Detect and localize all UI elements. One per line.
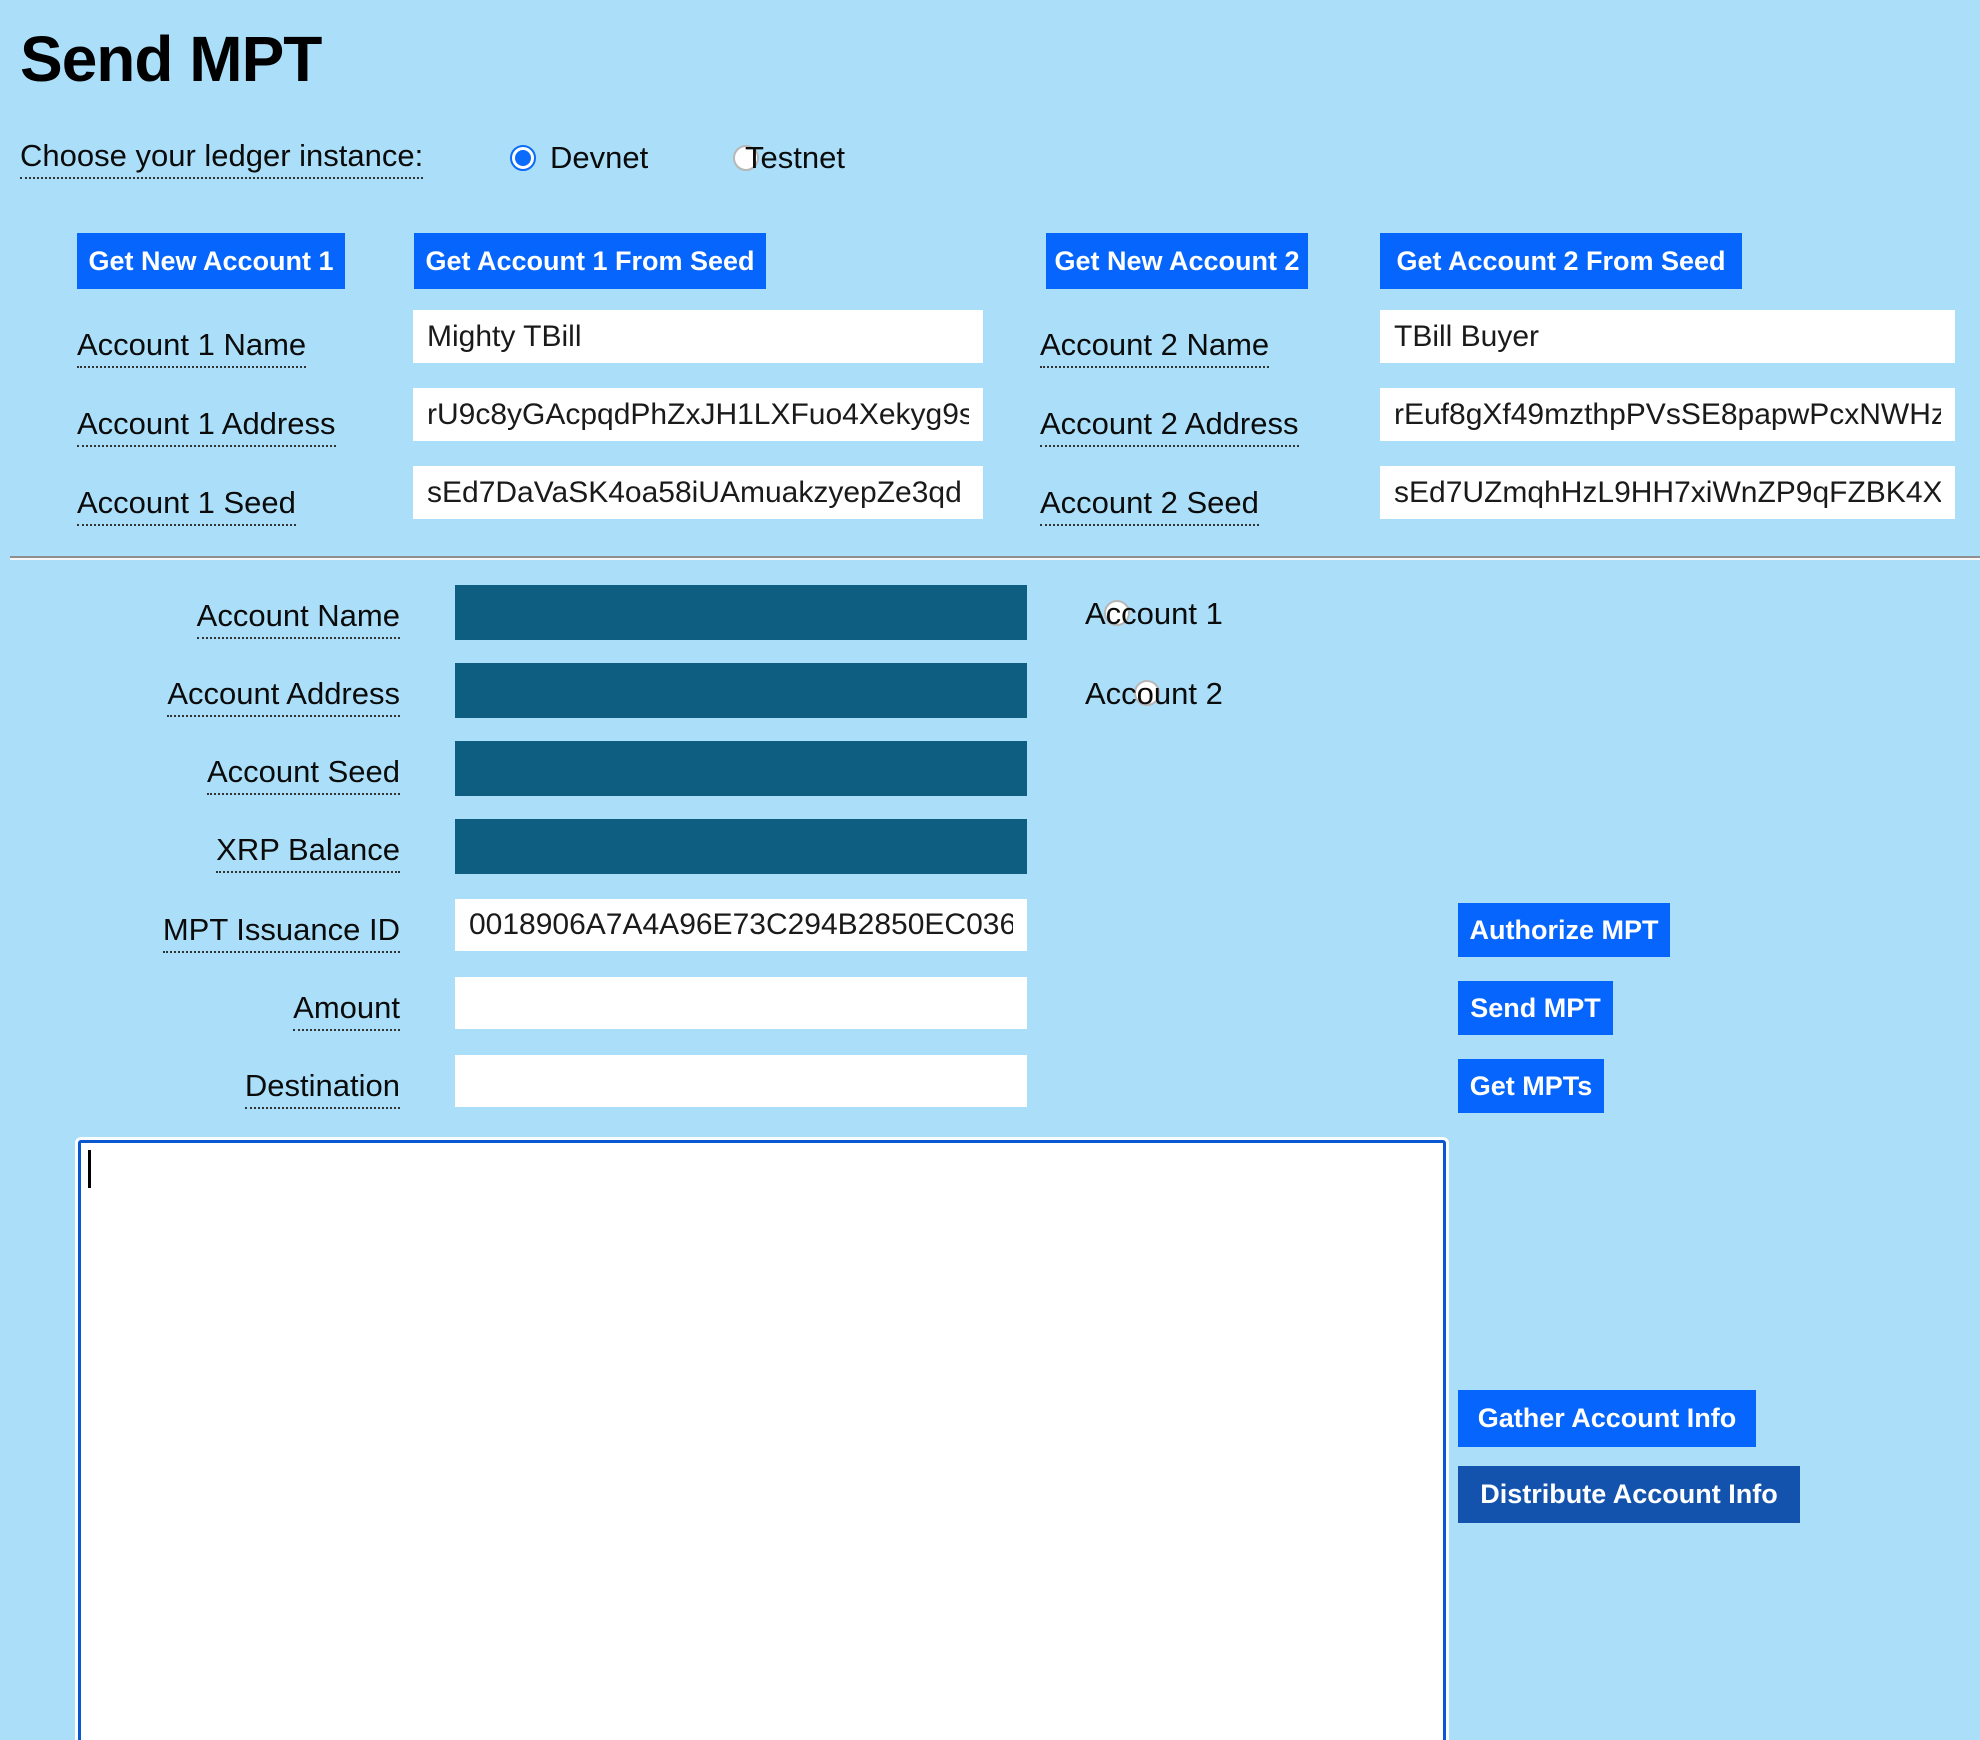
gather-account-info-button[interactable]: Gather Account Info xyxy=(1458,1390,1756,1447)
account2-seed-input[interactable] xyxy=(1380,466,1955,519)
account2-name-input[interactable] xyxy=(1380,310,1955,363)
devnet-radio[interactable] xyxy=(510,145,536,171)
account2-select-radio-label[interactable]: Account 2 xyxy=(1085,676,1223,711)
amount-label: Amount xyxy=(293,990,400,1031)
account2-address-input[interactable] xyxy=(1380,388,1955,441)
account1-seed-input[interactable] xyxy=(413,466,983,519)
devnet-radio-label[interactable]: Devnet xyxy=(550,140,649,175)
account-name-field[interactable] xyxy=(455,585,1027,640)
account2-name-label: Account 2 Name xyxy=(1040,327,1270,368)
destination-input[interactable] xyxy=(455,1055,1027,1107)
destination-label: Destination xyxy=(244,1068,400,1109)
account2-address-label: Account 2 Address xyxy=(1040,406,1299,447)
get-mpts-button[interactable]: Get MPTs xyxy=(1458,1059,1604,1113)
xrp-balance-label: XRP Balance xyxy=(216,832,400,873)
account1-name-label: Account 1 Name xyxy=(77,327,307,368)
distribute-account-info-button[interactable]: Distribute Account Info xyxy=(1458,1466,1800,1523)
account-seed-label: Account Seed xyxy=(206,754,400,795)
mpt-issuance-id-input[interactable] xyxy=(455,899,1027,951)
get-account2-from-seed-button[interactable]: Get Account 2 From Seed xyxy=(1380,233,1742,289)
mpt-issuance-id-label: MPT Issuance ID xyxy=(162,912,400,953)
account-name-label: Account Name xyxy=(196,598,400,639)
account1-select-radio[interactable] xyxy=(1103,600,1130,626)
testnet-radio[interactable] xyxy=(733,145,760,171)
account2-select-radio[interactable] xyxy=(1134,680,1161,706)
account2-seed-label: Account 2 Seed xyxy=(1040,485,1259,526)
ledger-instance-label: Choose your ledger instance: xyxy=(20,138,424,179)
account1-address-label: Account 1 Address xyxy=(77,406,336,447)
get-new-account2-button[interactable]: Get New Account 2 xyxy=(1046,233,1308,289)
account1-seed-label: Account 1 Seed xyxy=(77,485,296,526)
account1-name-input[interactable] xyxy=(413,310,983,363)
account1-address-input[interactable] xyxy=(413,388,983,441)
account1-select-radio-label[interactable]: Account 1 xyxy=(1085,596,1223,631)
results-textarea[interactable] xyxy=(78,1140,1446,1740)
get-account1-from-seed-button[interactable]: Get Account 1 From Seed xyxy=(414,233,766,289)
send-mpt-button[interactable]: Send MPT xyxy=(1458,981,1613,1035)
text-caret xyxy=(88,1150,91,1188)
page-title: Send MPT xyxy=(20,23,322,95)
account-address-field[interactable] xyxy=(455,663,1027,718)
xrp-balance-field[interactable] xyxy=(455,819,1027,874)
account-address-label: Account Address xyxy=(167,676,400,717)
authorize-mpt-button[interactable]: Authorize MPT xyxy=(1458,903,1670,957)
section-divider xyxy=(10,556,1980,560)
account-seed-field[interactable] xyxy=(455,741,1027,796)
amount-input[interactable] xyxy=(455,977,1027,1029)
testnet-radio-label[interactable]: Testnet xyxy=(745,140,845,175)
get-new-account1-button[interactable]: Get New Account 1 xyxy=(77,233,345,289)
